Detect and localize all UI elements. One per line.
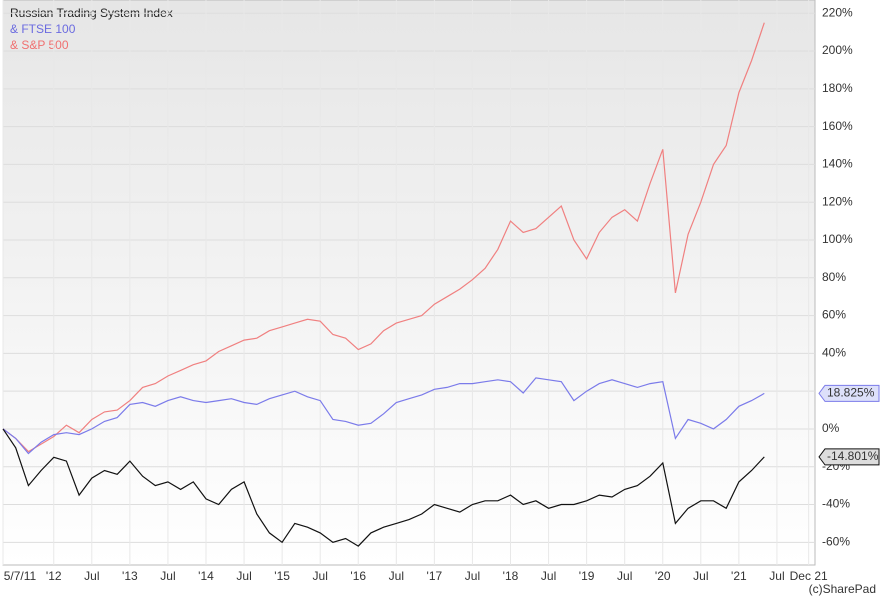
y-tick-label: 200% xyxy=(822,43,853,57)
x-tick-label: '17 xyxy=(427,569,443,583)
x-tick-label: Jul xyxy=(389,569,404,583)
legend-entry: & FTSE 100 xyxy=(10,22,76,36)
x-tick-label: '14 xyxy=(198,569,214,583)
y-tick-label: 180% xyxy=(822,81,853,95)
x-tick-label: Jul xyxy=(160,569,175,583)
x-tick-label: '21 xyxy=(731,569,747,583)
x-tick-label: Dec 21 xyxy=(790,569,828,583)
y-tick-label: -40% xyxy=(822,497,850,511)
series-line xyxy=(2,377,765,455)
y-tick-label: 60% xyxy=(822,308,846,322)
x-tick-label: Jul xyxy=(769,569,784,583)
plot-area xyxy=(2,0,816,566)
legend-entry: & S&P 500 xyxy=(10,38,69,52)
y-tick-label: -60% xyxy=(822,534,850,548)
x-tick-label: '16 xyxy=(350,569,366,583)
x-tick-label: '20 xyxy=(655,569,671,583)
x-tick-label: Jul xyxy=(617,569,632,583)
end-label-box xyxy=(818,448,880,466)
x-tick-label: Jul xyxy=(541,569,556,583)
x-tick-label: 5/7/11 xyxy=(4,569,37,583)
x-tick-label: Jul xyxy=(236,569,251,583)
y-tick-label: 40% xyxy=(822,346,846,360)
end-label: 18.825% xyxy=(827,386,875,400)
x-tick-label: Jul xyxy=(313,569,328,583)
x-tick-label: '19 xyxy=(579,569,595,583)
x-tick-label: Jul xyxy=(465,569,480,583)
x-tick-label: '18 xyxy=(503,569,519,583)
y-tick-label: 0% xyxy=(822,421,840,435)
y-tick-label: 220% xyxy=(822,5,853,19)
end-label: -14.801% xyxy=(827,449,879,463)
y-tick-label: 140% xyxy=(822,157,853,171)
credit: (c)SharePad xyxy=(809,582,876,596)
x-tick-label: Jul xyxy=(693,569,708,583)
series-line xyxy=(2,428,765,547)
y-tick-label: 100% xyxy=(822,232,853,246)
x-tick-label: '15 xyxy=(274,569,290,583)
series-line xyxy=(2,22,765,453)
x-tick-label: '13 xyxy=(122,569,138,583)
y-tick-label: 120% xyxy=(822,194,853,208)
x-tick-label: Jul xyxy=(84,569,99,583)
y-tick-label: 160% xyxy=(822,119,853,133)
x-tick-label: '12 xyxy=(46,569,62,583)
y-tick-label: 80% xyxy=(822,270,846,284)
end-label-box xyxy=(818,384,880,402)
